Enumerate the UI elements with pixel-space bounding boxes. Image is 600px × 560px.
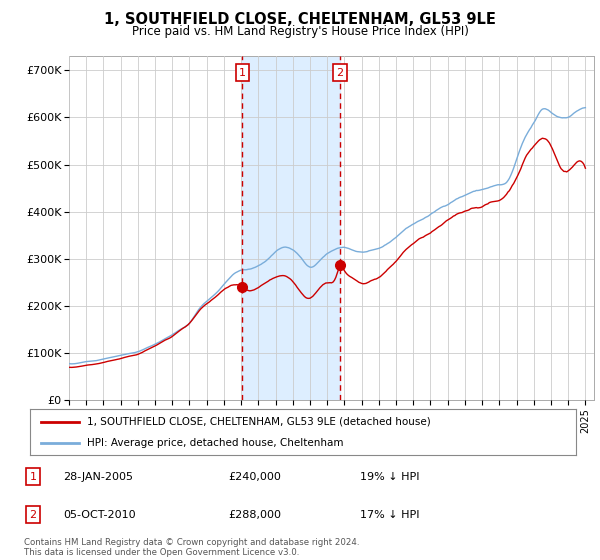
Text: Price paid vs. HM Land Registry's House Price Index (HPI): Price paid vs. HM Land Registry's House …: [131, 25, 469, 38]
Bar: [242, 56, 340, 400]
Text: 2: 2: [337, 68, 344, 77]
Text: 1: 1: [29, 472, 37, 482]
Text: £240,000: £240,000: [228, 472, 281, 482]
Text: 05-OCT-2010: 05-OCT-2010: [63, 510, 136, 520]
Text: £288,000: £288,000: [228, 510, 281, 520]
Text: Contains HM Land Registry data © Crown copyright and database right 2024.
This d: Contains HM Land Registry data © Crown c…: [24, 538, 359, 557]
Text: 1, SOUTHFIELD CLOSE, CHELTENHAM, GL53 9LE: 1, SOUTHFIELD CLOSE, CHELTENHAM, GL53 9L…: [104, 12, 496, 27]
Text: 19% ↓ HPI: 19% ↓ HPI: [360, 472, 419, 482]
Text: 1: 1: [239, 68, 246, 77]
Text: 17% ↓ HPI: 17% ↓ HPI: [360, 510, 419, 520]
Text: 28-JAN-2005: 28-JAN-2005: [63, 472, 133, 482]
Text: HPI: Average price, detached house, Cheltenham: HPI: Average price, detached house, Chel…: [88, 438, 344, 448]
Text: 1, SOUTHFIELD CLOSE, CHELTENHAM, GL53 9LE (detached house): 1, SOUTHFIELD CLOSE, CHELTENHAM, GL53 9L…: [88, 417, 431, 427]
Text: 2: 2: [29, 510, 37, 520]
